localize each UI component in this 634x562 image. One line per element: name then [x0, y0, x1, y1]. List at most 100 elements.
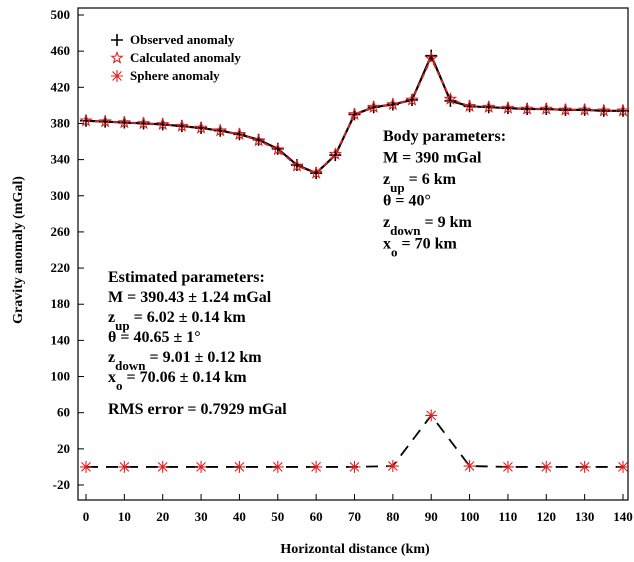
marker — [539, 101, 554, 115]
x-tick-label: 140 — [613, 509, 633, 524]
annotation-part: z — [383, 171, 390, 188]
x-tick-label: 10 — [118, 509, 131, 524]
marker — [328, 147, 343, 160]
y-tick-label: 380 — [51, 115, 71, 130]
plot-frame — [77, 7, 629, 501]
annotation: xo = 70.06 ± 0.14 km — [108, 369, 247, 393]
marker — [329, 149, 342, 162]
marker — [347, 107, 362, 121]
marker — [271, 460, 284, 473]
legend-label: Observed anomaly — [130, 32, 235, 47]
marker — [194, 120, 208, 134]
y-tick-label: 420 — [51, 79, 71, 94]
marker — [540, 460, 553, 473]
x-tick-label: 110 — [499, 509, 518, 524]
annotation-part: up — [390, 180, 404, 195]
y-tick-label: 460 — [51, 43, 71, 58]
annotation: zdown = 9.01 ± 0.12 km — [108, 349, 262, 373]
marker — [425, 409, 438, 422]
marker — [251, 133, 266, 147]
annotation-part: = 70.06 ± 0.14 km — [123, 369, 248, 386]
marker — [366, 100, 381, 113]
marker — [309, 166, 323, 179]
x-tick-label: 30 — [195, 509, 208, 524]
annotation-part: up — [115, 318, 129, 333]
marker — [386, 97, 400, 111]
y-tick-label: 20 — [57, 441, 70, 456]
annotation: RMS error = 0.7929 mGal — [108, 401, 287, 418]
annotation: zdown = 9 km — [383, 214, 472, 238]
marker — [195, 460, 208, 473]
annotation-title: Body parameters: — [383, 128, 506, 145]
marker — [597, 103, 611, 117]
y-axis-label: Gravity anomaly (mGal) — [11, 176, 26, 324]
marker — [80, 460, 92, 473]
legend-label: Calculated anomaly — [130, 50, 241, 65]
series-line — [86, 413, 623, 468]
annotation: θ = 40° — [383, 193, 431, 210]
x-tick-label: 0 — [83, 509, 90, 524]
annotation-part: o — [116, 378, 123, 393]
x-axis-label: Horizontal distance (km) — [280, 542, 430, 557]
x-tick-label: 60 — [310, 509, 323, 524]
marker — [98, 114, 112, 128]
annotation-part: down — [390, 223, 421, 238]
annotation-title: Estimated parameters: — [108, 269, 265, 286]
y-tick-label: 260 — [51, 224, 71, 239]
x-tick-label: 20 — [156, 509, 169, 524]
marker — [232, 127, 247, 141]
marker — [443, 91, 458, 105]
marker — [501, 460, 514, 473]
marker — [136, 116, 151, 130]
x-tick-label: 50 — [271, 509, 284, 524]
marker — [405, 92, 419, 106]
y-tick-label: -20 — [53, 477, 70, 492]
marker — [271, 142, 285, 156]
marker — [386, 460, 399, 473]
marker — [520, 101, 534, 115]
marker — [482, 100, 496, 113]
y-tick-label: 100 — [51, 369, 71, 384]
marker — [156, 460, 169, 473]
annotation: θ = 40.65 ± 1° — [108, 329, 201, 346]
annotation-part: o — [391, 244, 398, 259]
x-tick-label: 120 — [537, 509, 557, 524]
marker — [501, 101, 515, 114]
annotation-part: x — [383, 236, 391, 253]
marker — [577, 102, 592, 116]
annotation-part: z — [108, 349, 115, 366]
x-tick-label: 90 — [425, 509, 438, 524]
marker — [558, 102, 573, 116]
x-tick-label: 40 — [233, 509, 246, 524]
y-tick-label: 300 — [51, 188, 71, 203]
annotation-part: x — [108, 369, 116, 386]
x-tick-label: 70 — [348, 509, 361, 524]
y-tick-label: 140 — [51, 332, 71, 347]
y-tick-label: 220 — [51, 260, 71, 275]
y-tick-label: 180 — [51, 296, 71, 311]
marker — [118, 460, 131, 473]
annotation: zup = 6.02 ± 0.14 km — [108, 309, 246, 333]
x-tick-label: 130 — [575, 509, 595, 524]
legend-marker — [111, 34, 123, 46]
marker — [348, 460, 361, 473]
marker — [290, 158, 304, 172]
annotation-part: down — [115, 358, 146, 373]
annotation: M = 390 mGal — [383, 150, 482, 167]
marker — [117, 115, 132, 129]
annotation: xo = 70 km — [383, 236, 458, 260]
marker — [424, 51, 438, 65]
annotation-part: = 9 km — [420, 214, 472, 231]
marker — [233, 460, 246, 473]
annotation-part: = 6.02 ± 0.14 km — [130, 309, 247, 326]
annotation: zup = 6 km — [383, 171, 457, 195]
marker — [155, 117, 170, 131]
x-tick-label: 80 — [386, 509, 399, 524]
x-tick-label: 100 — [460, 509, 480, 524]
y-tick-label: 340 — [51, 152, 71, 167]
marker — [463, 460, 476, 473]
marker — [616, 103, 630, 117]
legend-marker — [110, 50, 124, 64]
legend-marker — [111, 70, 123, 82]
